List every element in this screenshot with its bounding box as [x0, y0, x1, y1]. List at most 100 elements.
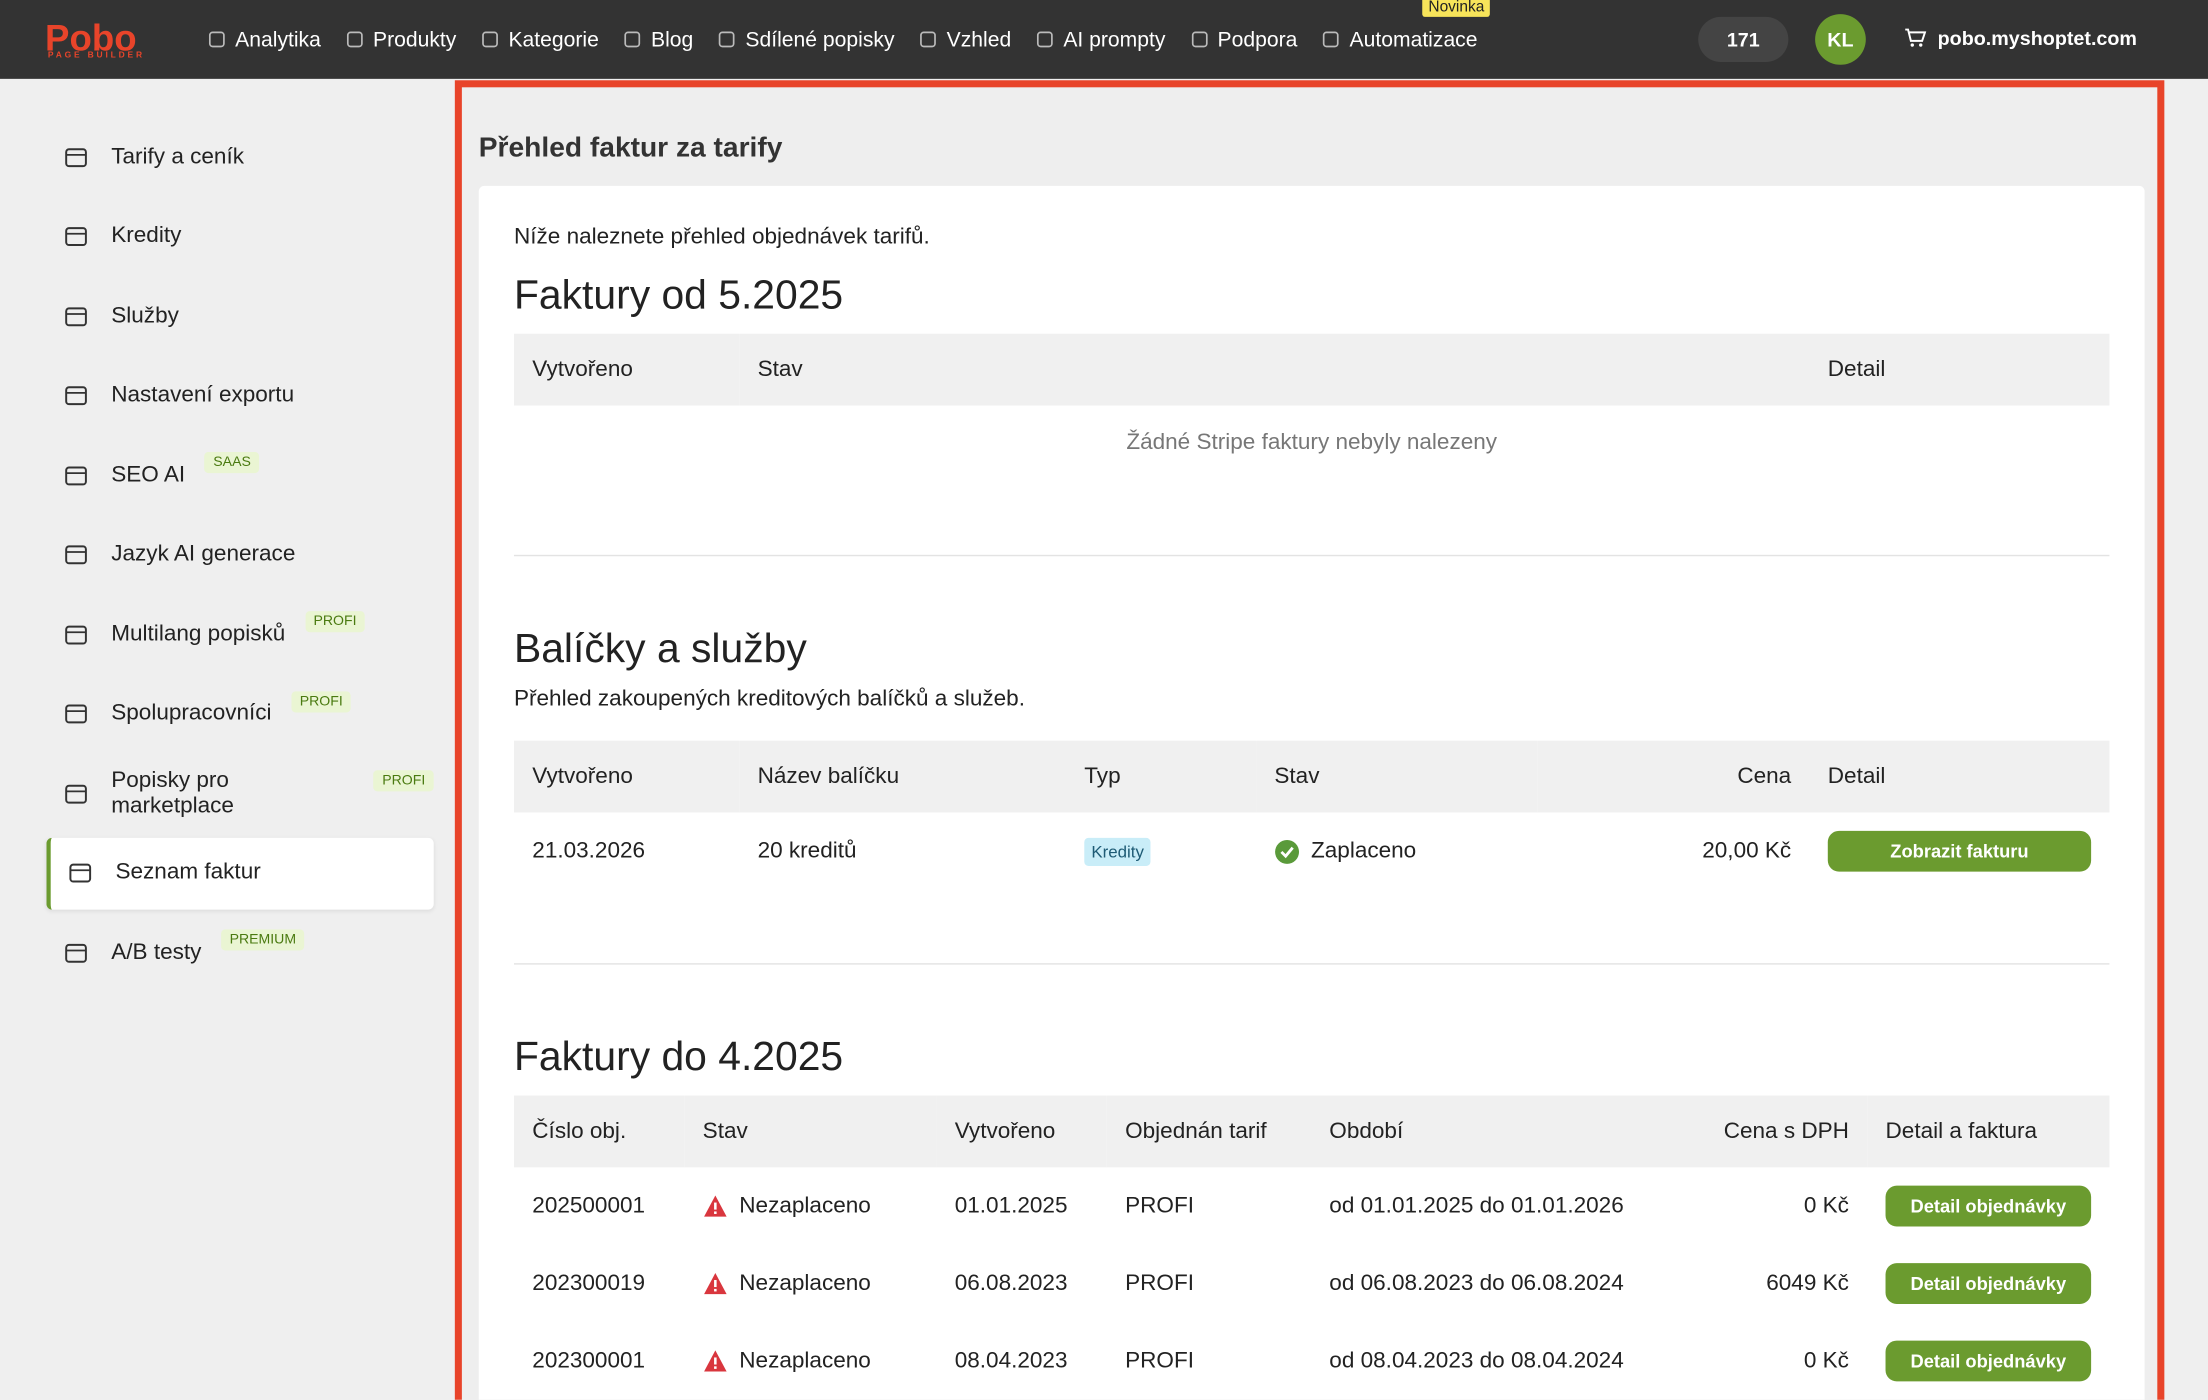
cell: PROFI [1125, 1348, 1194, 1373]
cell: 06.08.2023 [954, 1270, 1068, 1295]
nav-icon [623, 30, 651, 50]
plan-badge: PROFI [291, 690, 352, 712]
cell: Detail objednávky [1867, 1167, 2109, 1244]
sidebar: Tarify a ceník Kredity Služby Nastavení exp… [46, 121, 434, 996]
cell: 202300001 [532, 1348, 646, 1373]
status: Nezaplaceno [703, 1193, 918, 1218]
order-detail-button[interactable]: Detail objednávky [1885, 1185, 2092, 1227]
status-text: Nezaplaceno [739, 1270, 871, 1295]
sidebar-icon [46, 144, 111, 169]
order-detail-button[interactable]: Detail objednávky [1885, 1340, 2092, 1382]
nav-item[interactable]: Automatizace Novinka [1321, 0, 1490, 51]
order-detail-button[interactable]: Detail objednávky [1885, 1263, 2092, 1304]
cart-icon [1905, 28, 1927, 47]
nav-label: Blog [650, 27, 694, 52]
nav-item[interactable]: Sdílené popisky [717, 27, 895, 52]
cell: 21.03.2026 [532, 838, 646, 863]
status: Nezaplaceno [703, 1348, 918, 1373]
plan-badge: PROFI [373, 770, 434, 792]
table-header: Vytvořeno Název balíčku Typ Stav Cena Detail [513, 740, 2110, 813]
nav-item[interactable]: Vzhled [918, 27, 1011, 51]
page-title: Přehled faktur za tarify [478, 132, 783, 164]
avatar[interactable]: KL [1815, 14, 1866, 65]
cell: 20 kreditů [757, 838, 857, 863]
sidebar-item[interactable]: Multilang popisků PROFI [46, 598, 433, 670]
sidebar-icon [46, 622, 111, 647]
cell: PROFI [1125, 1193, 1194, 1218]
column-header: Detail [1809, 740, 2110, 813]
sidebar-label: Nastavení exportu [111, 383, 295, 407]
warning-icon [703, 1193, 728, 1218]
warning-icon [703, 1271, 728, 1296]
sidebar-item[interactable]: Kredity [46, 201, 433, 273]
sidebar-item[interactable]: Popisky pro marketplace PROFI [46, 758, 434, 830]
nav-label: Sdílené popisky [745, 27, 895, 52]
nav-icon [480, 30, 508, 50]
nav-item[interactable]: Blog [623, 27, 693, 51]
sidebar-label: SEO AI [111, 462, 186, 487]
sidebar-label: Spolupracovníci [111, 701, 272, 726]
legacy-table: Číslo obj. Stav Vytvořeno Objednán tarif Obd… [513, 1095, 2110, 1400]
empty-message: Žádné Stripe faktury nebyly nalezeny [1126, 430, 1498, 455]
stripe-table: Vytvořeno Stav Detail Žádné Stripe faktury… [513, 333, 2110, 482]
cell: 6049 Kč [1766, 1270, 1849, 1295]
nav-icon [918, 30, 946, 50]
nav-icon [717, 30, 745, 50]
nav-item[interactable]: AI prompty [1035, 27, 1165, 51]
table-row: 202500001 Nezaplaceno 01.01.2025 PROFI od 01… [514, 1167, 2109, 1244]
sidebar-item[interactable]: A/B testy PREMIUM [46, 917, 433, 989]
sidebar-item[interactable]: SEO AI SAAS [46, 439, 433, 511]
status-text: Nezaplaceno [739, 1193, 871, 1218]
cell: 0 Kč [1803, 1348, 1849, 1373]
cell: 20,00 Kč [1702, 838, 1792, 863]
sidebar-item[interactable]: Nastavení exportu [46, 360, 433, 432]
column-header: Detail [1809, 333, 2110, 406]
column-header: Vytvořeno [513, 333, 740, 406]
sidebar-item[interactable]: Spolupracovníci PROFI [46, 678, 433, 750]
sidebar-label: Multilang popisků [111, 621, 286, 646]
sidebar-icon [46, 701, 111, 726]
column-header: Detail a faktura [1867, 1095, 2110, 1168]
nav-icon [1035, 30, 1063, 50]
status: Nezaplaceno [703, 1271, 918, 1296]
cell: Detail objednávky [1867, 1245, 2109, 1322]
sidebar-label: Jazyk AI generace [111, 542, 296, 567]
sidebar-item[interactable]: Seznam faktur [46, 837, 434, 909]
credits[interactable]: 171 [1698, 16, 1789, 62]
divider [513, 554, 2110, 557]
top-bar: Pobo PAGE BUILDER Analytika Produkty Katego… [0, 0, 2208, 79]
cell: 202500001 [532, 1193, 646, 1218]
invoice-button[interactable]: Zobrazit fakturu [1827, 830, 2092, 872]
nav-item[interactable]: Podpora [1189, 27, 1297, 51]
column-header: Období [1310, 1095, 1649, 1168]
sidebar-item[interactable]: Jazyk AI generace [46, 519, 433, 591]
cell: 08.04.2023 [954, 1348, 1068, 1373]
shop-link[interactable]: pobo.myshoptet.com [1904, 26, 2137, 50]
sidebar-item[interactable]: Služby [46, 280, 433, 352]
nav-item[interactable]: Kategorie [480, 27, 599, 51]
sidebar-item[interactable]: Tarify a ceník [46, 121, 433, 193]
nav-label: Vzhled [946, 27, 1012, 52]
nav-label: Produkty [372, 27, 457, 52]
table-header: Vytvořeno Stav Detail [513, 333, 2110, 406]
plan-badge: SAAS [204, 452, 260, 474]
logo-subtitle: PAGE BUILDER [47, 52, 145, 61]
table-row: 202300019 Nezaplaceno 06.08.2023 PROFI od 06… [514, 1245, 2109, 1322]
cell: od 08.04.2023 do 08.04.2024 [1329, 1348, 1624, 1373]
sidebar-icon [46, 383, 111, 408]
column-header: Stav [739, 333, 1810, 406]
sidebar-icon [46, 463, 111, 488]
logo[interactable]: Pobo PAGE BUILDER [45, 11, 186, 67]
nav-item[interactable]: Produkty [345, 27, 457, 52]
nav-item[interactable]: Analytika [207, 27, 321, 51]
section-heading: Faktury od 5.2025 [513, 273, 844, 319]
credits-value: 171 [1726, 28, 1760, 51]
nav-label: Analytika [235, 27, 321, 52]
sidebar-icon [46, 781, 111, 806]
shop-name: pobo.myshoptet.com [1937, 26, 2137, 50]
logo-text: Pobo [45, 16, 137, 60]
packages-table: Vytvořeno Název balíčku Typ Stav Cena Detail … [513, 740, 2110, 890]
cell: Kredity [1066, 813, 1256, 890]
